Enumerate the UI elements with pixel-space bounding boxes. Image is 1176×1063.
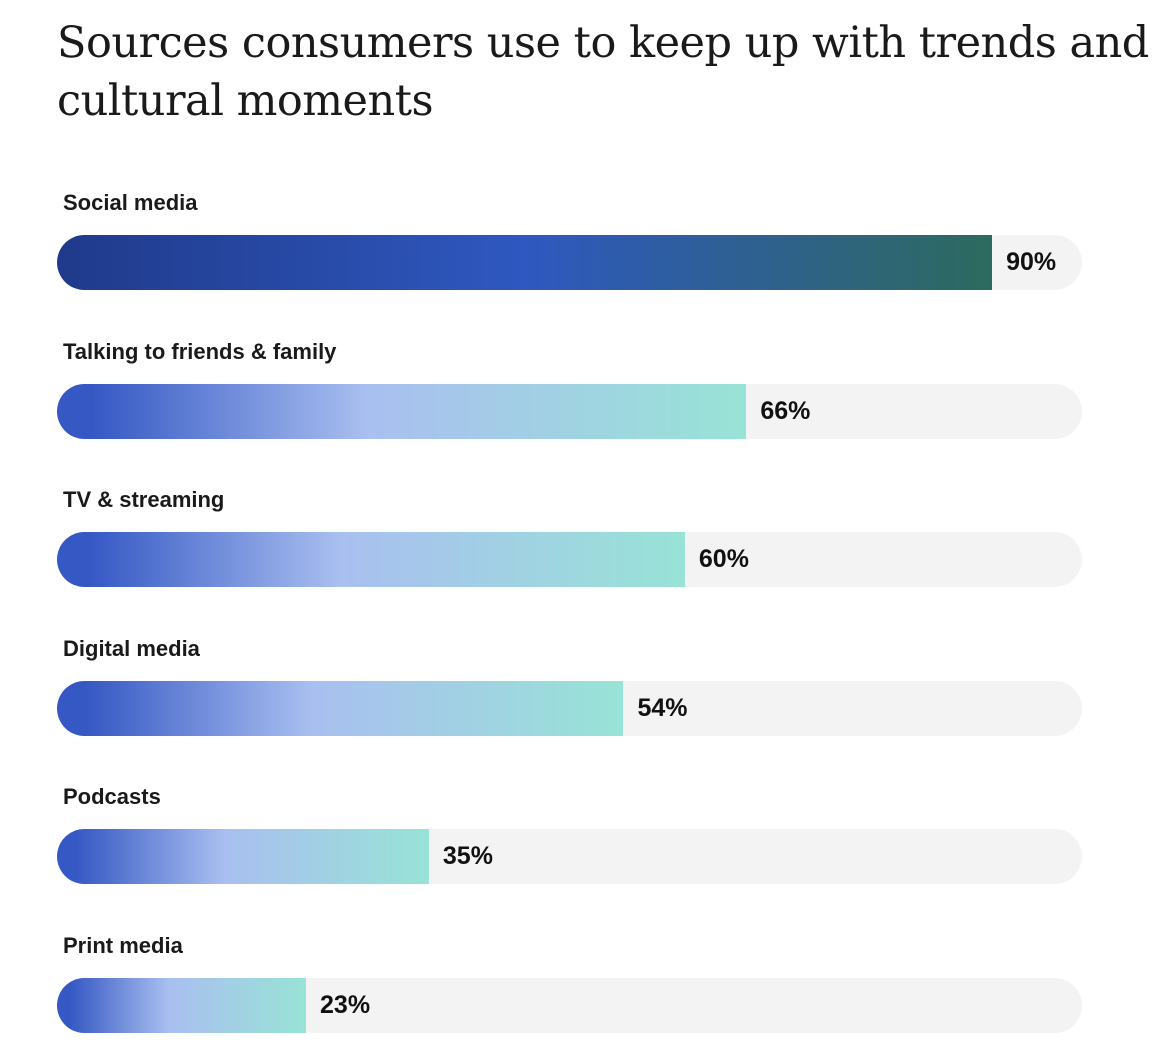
value-label: 90% — [1006, 248, 1057, 276]
category-label: Social media — [63, 190, 198, 215]
bar-talking-to-friends-family — [57, 383, 747, 439]
value-label: 23% — [320, 991, 371, 1019]
bar-track: 23% — [57, 978, 1082, 1033]
category-label: Print media — [63, 933, 183, 958]
category-label: TV & streaming — [63, 487, 225, 513]
value-label: 35% — [442, 842, 493, 871]
value-label: 60% — [698, 545, 749, 574]
bar-podcasts — [57, 829, 429, 885]
bar-tv-streaming — [57, 532, 685, 588]
bar-print-media — [57, 978, 307, 1033]
category-label: Talking to friends & family — [63, 338, 337, 364]
bar-track: 60% — [57, 532, 1082, 588]
bar-social-media — [57, 235, 993, 290]
bar-track: 90% — [57, 235, 1082, 290]
bar-track: 54% — [57, 680, 1082, 736]
chart-title: Sources consumers use to keep up with tr… — [57, 18, 1149, 126]
value-label: 66% — [760, 396, 811, 425]
value-label: 54% — [637, 693, 688, 722]
category-label: Digital media — [63, 635, 200, 661]
category-label: Podcasts — [63, 784, 161, 810]
bar-track: 66% — [57, 383, 1082, 439]
bar-track: 35% — [57, 829, 1082, 885]
bar-digital-media — [57, 680, 624, 736]
